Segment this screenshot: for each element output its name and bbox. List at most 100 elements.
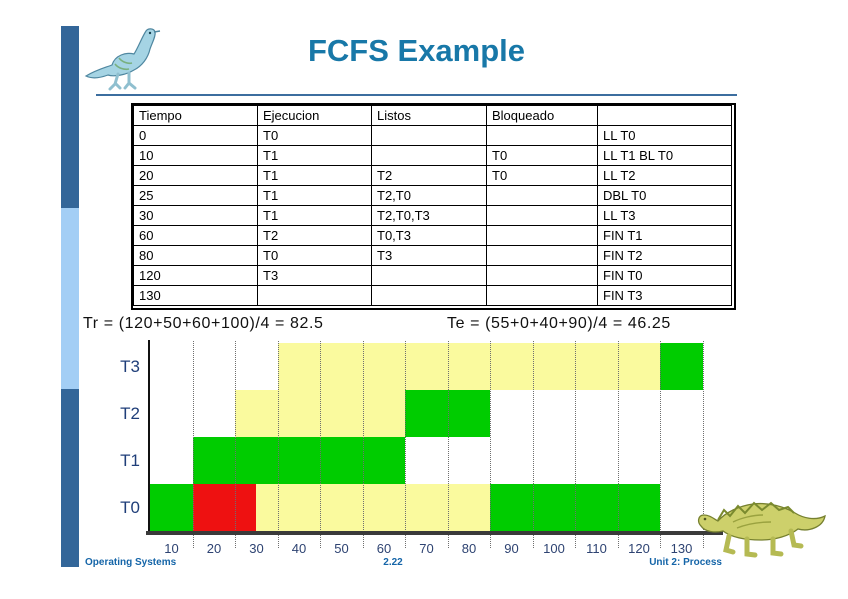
table-row: 120 T3 FIN T0 (133, 265, 732, 286)
gantt-x-axis (146, 531, 723, 535)
table-cell: 120 (133, 265, 258, 286)
x-axis-tick-label: 110 (586, 541, 607, 556)
x-axis-tick-label: 120 (628, 541, 650, 556)
table-cell: DBL T0 (597, 185, 732, 206)
table-cell: T2,T0,T3 (371, 205, 487, 226)
gantt-gridline (277, 341, 279, 548)
header-divider (96, 94, 737, 96)
gantt-row-label-t2: T2 (120, 404, 140, 423)
table-cell (257, 285, 372, 306)
table-cell: 60 (133, 225, 258, 246)
table-row: 25 T1 T2,T0 DBL T0 (133, 185, 732, 206)
table-row: 80 T0 T3 FIN T2 (133, 245, 732, 266)
accent-bar-bottom-segment (61, 389, 79, 567)
table-row: 20 T1 T2 T0 LL T2 (133, 165, 732, 186)
wait-time-formula: Te = (55+0+40+90)/4 = 46.25 (447, 315, 671, 332)
table-cell: LL T0 (597, 125, 732, 146)
table-cell: T1 (257, 165, 372, 186)
gantt-gridline (490, 341, 491, 548)
table-cell: T0 (486, 145, 598, 166)
table-cell: FIN T1 (597, 225, 732, 246)
table-cell: T3 (257, 265, 372, 286)
x-axis-tick-label: 10 (164, 541, 179, 556)
page-title: FCFS Example (307, 33, 526, 68)
table-row: 130 FIN T3 (133, 285, 732, 306)
gantt-gridline (702, 341, 704, 548)
table-cell: T1 (257, 145, 372, 166)
table-header-cell: Listos (371, 105, 487, 126)
table-row: 10 T1 T0 LL T1 BL T0 (133, 145, 732, 166)
gantt-segment-t0-ready (256, 484, 490, 531)
table-cell (371, 285, 487, 306)
gantt-gridline (320, 341, 321, 548)
table-row: 30 T1 T2,T0,T3 LL T3 (133, 205, 732, 226)
table-cell: T0 (257, 245, 372, 266)
table-cell: 30 (133, 205, 258, 226)
table-cell: 25 (133, 185, 258, 206)
table-cell (371, 265, 487, 286)
gantt-segment-t3-running (660, 343, 703, 390)
gantt-gridline (192, 341, 194, 548)
event-table: Tiempo Ejecucion Listos Bloqueado 0 T0 LL T0 10… (133, 105, 732, 306)
gantt-row-label-t3: T3 (120, 357, 140, 376)
footer-course-name: Operating Systems (85, 557, 177, 568)
table-cell (486, 285, 598, 306)
table-cell (486, 185, 598, 206)
table-cell: FIN T0 (597, 265, 732, 286)
gantt-segment-t1-running (192, 437, 405, 484)
gantt-row-label-t1: T1 (120, 451, 140, 470)
table-cell (486, 245, 598, 266)
table-cell: 130 (133, 285, 258, 306)
table-header-cell: Tiempo (133, 105, 258, 126)
gantt-row-label-t0: T0 (120, 498, 140, 517)
table-cell: T2,T0 (371, 185, 487, 206)
table-row: 60 T2 T0,T3 FIN T1 (133, 225, 732, 246)
table-cell: T0 (486, 165, 598, 186)
accent-bar-middle-segment (61, 208, 79, 389)
gantt-gridline (235, 341, 236, 548)
x-axis-tick-label: 130 (670, 541, 693, 556)
x-axis-tick-label: 50 (334, 541, 349, 556)
table-cell: T2 (257, 225, 372, 246)
table-cell: 20 (133, 165, 258, 186)
dinosaur-logo-icon (84, 28, 161, 91)
gantt-gridline (575, 341, 576, 548)
table-header-cell (597, 105, 732, 126)
x-axis-tick-label: 60 (376, 541, 392, 556)
footer-unit-name: Unit 2: Process (649, 557, 722, 568)
gantt-gridline (362, 341, 364, 548)
x-axis-tick-label: 90 (504, 541, 519, 556)
table-header-cell: Ejecucion (257, 105, 372, 126)
x-axis-tick-label: 70 (419, 541, 434, 556)
accent-bar-top-segment (61, 26, 79, 208)
table-header-row: Tiempo Ejecucion Listos Bloqueado (133, 105, 732, 126)
table-cell: T0 (257, 125, 372, 146)
table-cell (371, 125, 487, 146)
gantt-gridline (405, 341, 406, 548)
table-cell: LL T1 BL T0 (597, 145, 732, 166)
gantt-gridline (447, 341, 449, 548)
table-cell: LL T2 (597, 165, 732, 186)
table-row: 0 T0 LL T0 (133, 125, 732, 146)
table-cell: T3 (371, 245, 487, 266)
table-header-cell: Bloqueado (486, 105, 598, 126)
gantt-gridline (660, 341, 661, 548)
table-cell: LL T3 (597, 205, 732, 226)
table-cell: 0 (133, 125, 258, 146)
dinosaur-footer-icon (697, 501, 826, 558)
table-cell (486, 205, 598, 226)
table-cell (371, 145, 487, 166)
gantt-segment-t0-running (150, 484, 193, 531)
table-cell: T1 (257, 205, 372, 226)
x-axis-tick-label: 40 (291, 541, 307, 556)
x-axis-tick-label: 80 (461, 541, 477, 556)
gantt-segment-t3-ready (277, 343, 660, 390)
gantt-gridline (617, 341, 619, 548)
table-cell (486, 265, 598, 286)
x-axis-tick-label: 100 (543, 541, 565, 556)
table-cell (486, 125, 598, 146)
turnaround-time-formula: Tr = (120+50+60+100)/4 = 82.5 (83, 315, 324, 332)
table-cell: T0,T3 (371, 225, 487, 246)
footer-page-number: 2.22 (383, 557, 403, 568)
x-axis-tick-label: 20 (206, 541, 222, 556)
